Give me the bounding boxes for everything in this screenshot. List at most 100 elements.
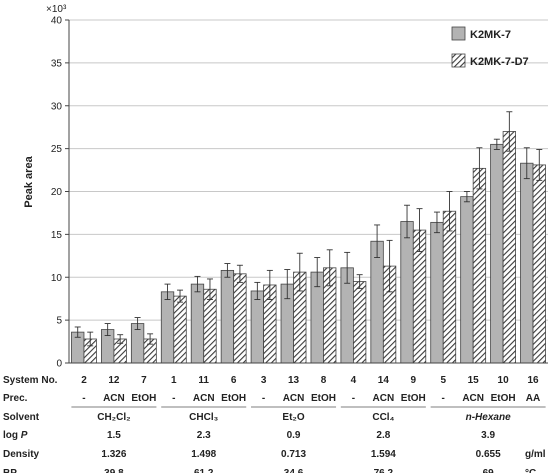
system-no: 9 [411,375,417,386]
y-axis: 0 5 10 15 20 25 30 35 40 [51,16,548,370]
bar-k2mk7 [400,221,414,364]
row-label-system-no: System No. [3,375,58,386]
bar-k2mk7 [460,196,474,364]
y-axis-label: Peak area [23,155,35,207]
system-no: 1 [171,375,177,386]
legend-swatch [451,53,466,68]
y-tick-label: 30 [51,101,63,112]
error-bars [74,111,543,347]
solvent-name: CH₂Cl₂ [97,412,130,423]
bar-k2mk7-d7 [233,273,247,364]
bar-k2mk7-d7 [472,167,487,364]
system-no: 12 [108,375,120,386]
legend-swatch [451,26,466,41]
system-no: 8 [321,375,327,386]
legend-label: K2MK-7-D7 [470,56,529,68]
bar-k2mk7-d7 [173,295,187,364]
system-no: 5 [440,375,446,386]
logp-value: 3.9 [481,430,495,441]
density-value: 1.498 [191,449,216,460]
precipitant: ACN [373,393,395,404]
bp-value: 34.6 [284,468,304,473]
y-multiplier: ×10³ [46,4,67,15]
system-no: 6 [231,375,237,386]
system-no: 14 [378,375,390,386]
precipitant: AA [526,393,540,404]
bar-k2mk7 [430,221,444,364]
logp-value: 2.3 [197,430,211,441]
precipitant: - [82,393,85,404]
solvent-name: Et₂O [282,412,304,423]
y-tick-label: 20 [51,187,63,198]
bar-k2mk7 [220,269,235,364]
system-no: 15 [468,375,480,386]
density-unit: g/ml [525,449,546,460]
legend: K2MK-7 K2MK-7-D7 [451,26,529,68]
precipitant: EtOH [311,393,336,404]
precipitant: EtOH [491,393,516,404]
precipitant: ACN [462,393,484,404]
y-tick-label: 25 [51,144,63,155]
gridlines [69,19,548,321]
bar-k2mk7-d7 [442,210,457,364]
system-no: 10 [498,375,510,386]
bp-value: 39.8 [104,468,124,473]
bar-k2mk7-d7 [353,281,367,364]
y-tick-label: 40 [51,16,63,27]
system-no: 3 [261,375,267,386]
system-no: 2 [81,375,87,386]
row-label-density: Density [3,449,40,460]
bar-k2mk7-d7 [203,288,217,364]
logp-value: 2.8 [376,430,390,441]
system-no: 11 [198,375,209,386]
system-no: 7 [141,375,147,386]
row-label-prec: Prec. [3,393,28,404]
legend-label: K2MK-7 [470,29,511,41]
bp-value: 76.2 [374,468,394,473]
system-no: 16 [527,375,539,386]
precipitant: ACN [283,393,305,404]
solvent-name: n-Hexane [466,412,511,423]
system-no: 4 [351,375,357,386]
density-value: 0.713 [281,449,306,460]
y-tick-label: 5 [56,316,62,327]
density-value: 1.594 [371,449,396,460]
precipitant: - [172,393,175,404]
row-label-bp: BP [3,468,17,473]
precipitant: ACN [193,393,215,404]
bar-k2mk7-d7 [502,131,516,364]
bar-k2mk7 [250,290,264,364]
y-tick-label: 10 [51,273,63,284]
bars [71,131,546,364]
bar-k2mk7 [520,162,534,364]
precipitant: ACN [103,393,125,404]
precipitant: EtOH [131,393,156,404]
bp-unit: °C [525,468,536,473]
row-label-solvent: Solvent [3,412,40,423]
bar-k2mk7 [490,143,504,364]
density-value: 0.655 [476,449,501,460]
precipitant: EtOH [221,393,246,404]
bar-k2mk7 [370,240,384,364]
density-value: 1.326 [101,449,126,460]
bar-k2mk7 [160,291,175,364]
solvent-name: CHCl₃ [189,412,218,423]
precipitant: EtOH [401,393,426,404]
bp-value: 61.2 [194,468,214,473]
logp-value: 1.5 [107,430,121,441]
bp-value: 69 [483,468,495,473]
y-tick-label: 0 [56,359,62,370]
bar-k2mk7 [190,283,205,364]
precipitant: - [262,393,265,404]
row-label-logp: log P [3,430,28,441]
y-tick-label: 35 [51,58,63,69]
logp-value: 0.9 [287,430,301,441]
precipitant: - [442,393,445,404]
bar-k2mk7-d7 [532,164,546,364]
precipitant: - [352,393,355,404]
system-no: 13 [288,375,300,386]
solvent-name: CCl₄ [372,412,394,423]
y-tick-label: 15 [51,230,63,241]
